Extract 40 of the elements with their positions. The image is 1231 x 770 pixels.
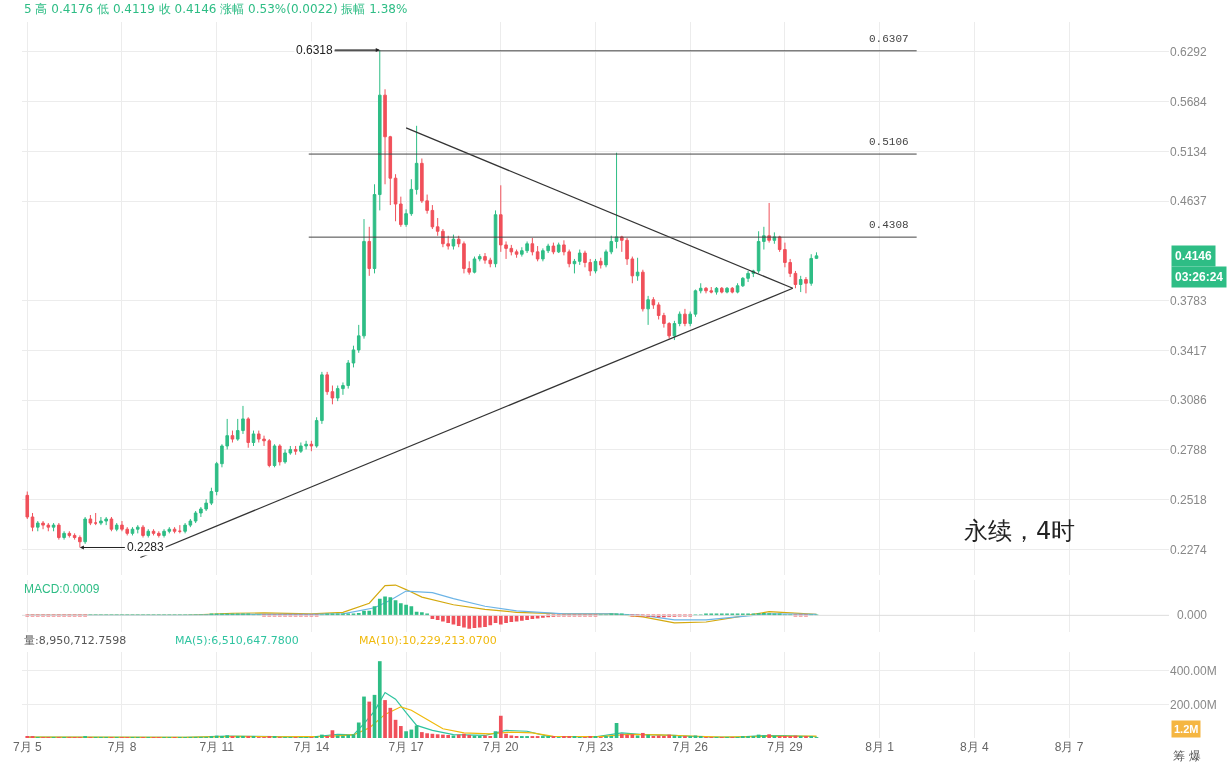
y-tick-label: 0.5684 — [1170, 94, 1208, 109]
text: 0.4146 — [1175, 249, 1213, 263]
y-tick-label: 200.00M — [1170, 697, 1217, 712]
x-tick-label: 8月 1 — [865, 740, 895, 754]
ref-line-label: 0.5106 — [869, 136, 909, 148]
text: MA(10):10,229,213.0700 — [359, 634, 497, 647]
x-tick-label: 7月 20 — [483, 740, 519, 754]
x-tick-label: 7月 11 — [199, 740, 235, 754]
y-tick-label: 0.4637 — [1170, 194, 1208, 209]
annotation: 0.6318 — [296, 43, 334, 57]
x-tick-label: 7月 8 — [107, 740, 137, 754]
y-tick-label: 0.3086 — [1170, 393, 1208, 408]
text: 0.000 — [1177, 608, 1208, 622]
y-tick-label: 0.2518 — [1170, 492, 1208, 507]
text: MA(5):6,510,647.7800 — [175, 634, 299, 647]
y-tick-label: 0.2788 — [1170, 443, 1208, 458]
x-tick-label: 7月 14 — [293, 740, 330, 754]
y-tick-label: 0.2274 — [1170, 542, 1208, 557]
ref-line-label: 0.4308 — [869, 219, 909, 231]
annotation: MACD:0.0009 — [24, 582, 100, 596]
x-tick-label: 8月 4 — [959, 740, 989, 754]
y-tick-label: 0.3417 — [1170, 343, 1208, 358]
y-tick-label: 0.5134 — [1170, 144, 1208, 159]
text: 1.2M — [1174, 723, 1199, 735]
x-tick-label: 7月 5 — [12, 740, 42, 754]
x-tick-label: 7月 17 — [388, 740, 425, 754]
annotation: 永续，4时 — [964, 517, 1076, 545]
y-tick-label: 400.00M — [1170, 663, 1217, 678]
ref-line-label: 0.6307 — [869, 33, 909, 45]
chart-subtitle: 5 高 0.4176 低 0.4119 收 0.4146 涨幅 0.53%(0.0022) 振幅 1.38% — [24, 2, 408, 16]
x-tick-label: 7月 26 — [672, 740, 709, 754]
text: 03:26:24 — [1175, 270, 1224, 284]
y-tick-label: 0.6292 — [1170, 45, 1208, 60]
text: 筹 爆 — [1173, 749, 1201, 763]
y-tick-label: 0.3783 — [1170, 293, 1208, 308]
text: 量:8,950,712.7598 — [24, 634, 127, 647]
x-tick-label: 7月 23 — [577, 740, 614, 754]
x-tick-label: 7月 29 — [767, 740, 803, 754]
annotation: 0.2283 — [127, 540, 165, 554]
x-tick-label: 8月 7 — [1054, 740, 1084, 754]
